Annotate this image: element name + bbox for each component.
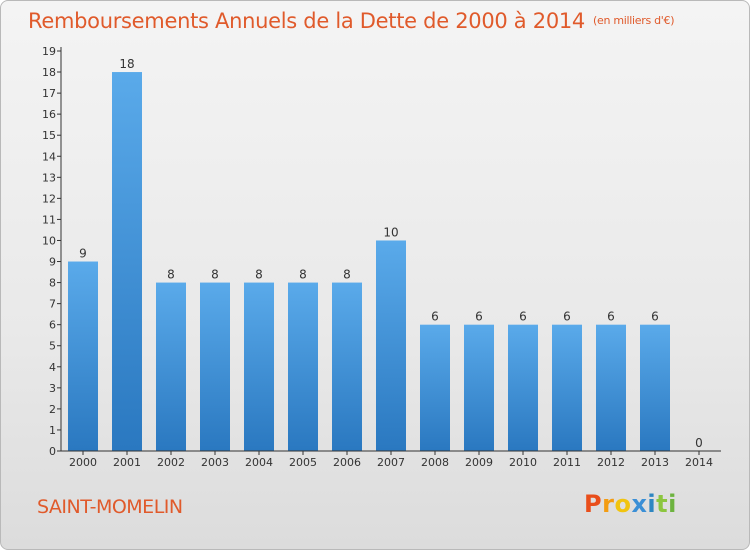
data-label: 8: [299, 268, 307, 282]
y-tick-label: 12: [42, 192, 56, 205]
y-tick-label: 3: [49, 382, 56, 395]
bar: [244, 282, 274, 451]
x-tick-label: 2005: [289, 456, 317, 469]
logo-letter: i: [668, 490, 677, 518]
logo-letter: i: [647, 490, 657, 518]
x-tick-label: 2000: [69, 456, 97, 469]
y-tick-label: 5: [49, 340, 56, 353]
y-tick-label: 16: [42, 108, 56, 121]
y-tick-label: 13: [42, 171, 56, 184]
x-tick-label: 2010: [509, 456, 537, 469]
data-labels: 9 18 8 8 8 8 8 10 6 6 6 6 6 6 0: [79, 57, 703, 450]
y-tick-label: 9: [49, 256, 56, 269]
bar: [68, 261, 98, 451]
data-label: 8: [343, 268, 351, 282]
brand-logo: Proxiti: [584, 490, 677, 518]
data-label: 6: [607, 310, 615, 324]
bar: [332, 282, 362, 451]
x-tick-label: 2011: [553, 456, 581, 469]
bar: [552, 324, 582, 451]
bar: [200, 282, 230, 451]
bar: [464, 324, 494, 451]
x-tick-label: 2004: [245, 456, 273, 469]
data-label: 18: [119, 57, 134, 71]
data-label: 0: [695, 436, 703, 450]
data-label: 10: [383, 225, 398, 239]
y-tick-label: 14: [42, 150, 56, 163]
y-tick-label: 10: [42, 234, 56, 247]
y-tick-label: 19: [42, 45, 56, 58]
data-label: 8: [211, 268, 219, 282]
logo-letter: r: [602, 490, 615, 518]
bar: [420, 324, 450, 451]
data-label: 6: [651, 310, 659, 324]
bar: [596, 324, 626, 451]
bar: [112, 72, 142, 451]
logo-letter: x: [631, 490, 648, 518]
data-label: 8: [255, 268, 263, 282]
x-tick-label: 2006: [333, 456, 361, 469]
logo-letter: t: [656, 490, 669, 518]
y-tick-label: 11: [42, 213, 56, 226]
y-tick-label: 4: [49, 361, 56, 374]
data-label: 6: [431, 310, 439, 324]
city-name: SAINT-MOMELIN: [37, 496, 183, 518]
x-tick-label: 2001: [113, 456, 141, 469]
x-tick-label: 2014: [685, 456, 713, 469]
bars: [68, 72, 670, 451]
y-tick-label: 2: [49, 403, 56, 416]
x-tick-label: 2007: [377, 456, 405, 469]
data-label: 8: [167, 268, 175, 282]
bar: [288, 282, 318, 451]
data-label: 6: [519, 310, 527, 324]
x-tick-label: 2003: [201, 456, 229, 469]
y-tick-label: 0: [49, 445, 56, 458]
chart-title-unit: (en milliers d'€): [593, 14, 675, 27]
bar: [640, 324, 670, 451]
x-axis: 2000 2001 2002 2003 2004 2005 2006 2007 2008 2009…: [61, 450, 721, 469]
y-tick-label: 6: [49, 319, 56, 332]
x-tick-label: 2002: [157, 456, 185, 469]
data-label: 6: [563, 310, 571, 324]
y-tick-label: 18: [42, 66, 56, 79]
y-tick-label: 8: [49, 277, 56, 290]
chart-title: Remboursements Annuels de la Dette de 20…: [28, 9, 674, 33]
x-tick-label: 2012: [597, 456, 625, 469]
y-tick-label: 15: [42, 129, 56, 142]
x-tick-label: 2013: [641, 456, 669, 469]
chart-title-main: Remboursements Annuels de la Dette de 20…: [28, 9, 585, 33]
bar: [508, 324, 538, 451]
x-tick-label: 2009: [465, 456, 493, 469]
x-tick-label: 2008: [421, 456, 449, 469]
data-label: 9: [79, 247, 87, 261]
bar: [376, 240, 406, 451]
logo-letter: P: [584, 490, 603, 518]
y-tick-label: 17: [42, 87, 56, 100]
y-tick-label: 7: [49, 298, 56, 311]
y-tick-label: 1: [49, 424, 56, 437]
data-label: 6: [475, 310, 483, 324]
logo-letter: o: [614, 490, 632, 518]
bar: [156, 282, 186, 451]
